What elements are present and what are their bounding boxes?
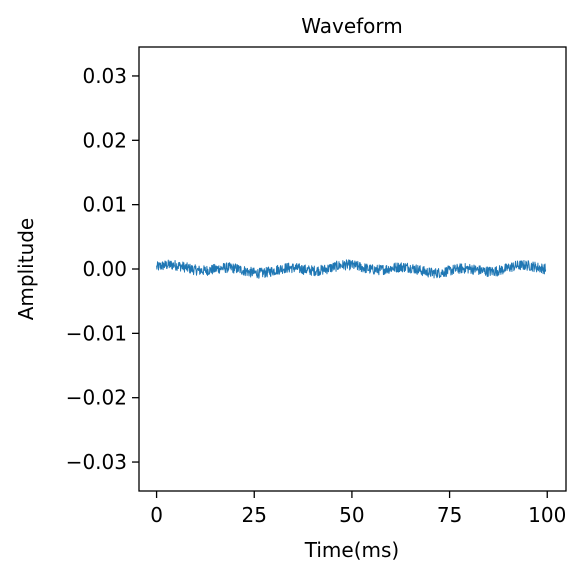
waveform-series-line <box>156 259 547 279</box>
y-axis-label: Amplitude <box>14 218 38 321</box>
x-tick-label: 100 <box>528 503 566 527</box>
y-tick-label: −0.01 <box>66 321 127 345</box>
chart-title: Waveform <box>301 14 403 38</box>
y-tick-label: 0.03 <box>82 64 127 88</box>
x-tick-label: 0 <box>150 503 163 527</box>
x-axis-label: Time(ms) <box>304 538 399 562</box>
plot-area <box>156 259 547 279</box>
x-tick-label: 75 <box>437 503 462 527</box>
y-tick-label: −0.02 <box>66 386 127 410</box>
y-tick-label: 0.01 <box>82 193 127 217</box>
x-tick-label: 50 <box>339 503 364 527</box>
y-tick-label: −0.03 <box>66 450 127 474</box>
y-tick-label: 0.00 <box>82 257 127 281</box>
x-tick-label: 25 <box>242 503 267 527</box>
axes: 0 25 50 75 100 −0.03 −0.02 −0.01 0.00 0.01 0.02 0.0… <box>66 46 567 527</box>
y-tick-label: 0.02 <box>82 128 127 152</box>
